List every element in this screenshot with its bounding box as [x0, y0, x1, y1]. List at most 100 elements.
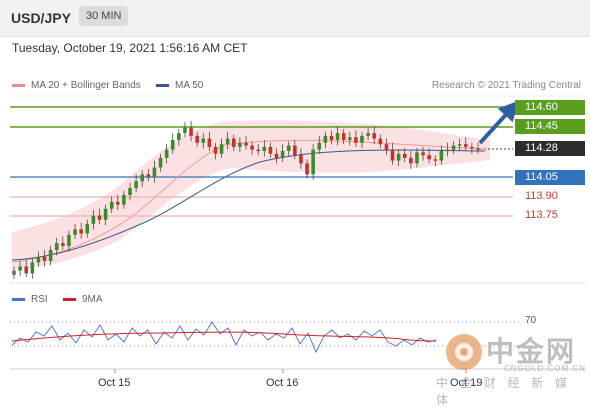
candle-body: [360, 135, 364, 143]
legend-rsi: RSI: [12, 294, 48, 305]
watermark-en: CNGOLD.COM.CN: [504, 364, 586, 373]
candle-body: [256, 149, 261, 152]
x-label-oct15: Oct 15: [98, 377, 131, 389]
x-label-oct16: Oct 16: [266, 377, 299, 389]
rsi-ma-line: [11, 331, 437, 342]
watermark-sub: 中 金 财 经 新 媒 体: [436, 376, 572, 407]
legend-rsi-label: RSI: [31, 294, 48, 305]
candle-body: [396, 153, 401, 161]
candle-body: [384, 144, 389, 150]
candle-body: [311, 149, 315, 175]
candle-body: [427, 155, 431, 160]
candle-body: [225, 138, 230, 145]
candle-body: [476, 148, 480, 150]
candle-body: [201, 138, 206, 143]
x-label-oct19: Oct 19: [450, 377, 483, 389]
legend-ma50-swatch: [156, 84, 169, 87]
candle-body: [189, 127, 193, 136]
candle-body: [372, 133, 377, 139]
level-tag-last: 114.28: [515, 141, 585, 156]
candle-body: [341, 133, 346, 140]
level-tag-s1: 113.90: [525, 190, 558, 202]
candle-body: [122, 195, 126, 205]
candle-body: [30, 262, 35, 274]
candle-body: [177, 133, 181, 140]
candle-body: [18, 266, 22, 271]
level-tag-s2: 113.75: [525, 209, 558, 221]
currency-pair: USD/JPY: [11, 10, 71, 26]
watermark-cn: 中金网: [486, 335, 577, 368]
candle-body: [280, 151, 285, 158]
bollinger-band: [12, 120, 490, 271]
candle-body: [293, 145, 297, 156]
legend-9ma-label: 9MA: [82, 294, 103, 305]
ma20-line: [11, 139, 486, 263]
candle-body: [219, 144, 224, 154]
candle-body: [329, 135, 334, 140]
level-tag-r1: 114.45: [515, 119, 585, 134]
candle-body: [390, 149, 395, 161]
level-tag-r2: 114.60: [515, 100, 585, 115]
timeframe-badge[interactable]: 30 MIN: [79, 6, 129, 26]
chart-header: USD/JPY 30 MIN: [0, 0, 590, 37]
forecast-arrow: [478, 100, 519, 145]
candle-body: [109, 201, 114, 209]
candle-body: [451, 145, 456, 150]
candles-group: [12, 120, 480, 279]
candle-body: [128, 188, 132, 195]
candle-body: [299, 155, 303, 164]
candle-body: [347, 137, 352, 140]
candle-body: [415, 152, 419, 164]
legend-9ma-swatch: [63, 298, 76, 301]
candle-body: [250, 145, 254, 150]
candle-body: [457, 144, 462, 146]
candle-body: [207, 138, 212, 147]
candle-body: [54, 243, 59, 250]
candle-body: [158, 157, 163, 168]
rsi-level-label: 70: [525, 315, 537, 326]
candle-body: [48, 250, 53, 261]
candle-body: [152, 167, 157, 178]
level-tag-pivot: 114.05: [515, 170, 585, 185]
candle-body: [170, 140, 175, 150]
chart-datetime: Tuesday, October 19, 2021 1:56:16 AM CET: [12, 41, 248, 55]
legend-bollinger-swatch: [12, 84, 25, 87]
legend-bollinger: MA 20 + Bollinger Bands: [12, 80, 141, 91]
candle-body: [244, 142, 248, 146]
candle-body: [378, 138, 383, 145]
candle-body: [103, 208, 108, 220]
candle-body: [85, 223, 90, 234]
candle-body: [12, 270, 16, 275]
candle-body: [402, 153, 407, 158]
candle-body: [439, 151, 444, 161]
candle-body: [195, 135, 199, 143]
candle-body: [36, 256, 41, 263]
legend-ma50: MA 50: [156, 80, 203, 91]
candle-body: [73, 229, 77, 235]
ma50-line: [11, 149, 486, 261]
candle-body: [42, 256, 47, 261]
candle-body: [274, 153, 279, 158]
candle-body: [409, 157, 413, 164]
candle-body: [286, 145, 291, 151]
candle-body: [115, 201, 120, 205]
candle-body: [238, 142, 242, 147]
candle-body: [79, 229, 83, 234]
candle-body: [323, 135, 328, 143]
candle-body: [335, 133, 340, 140]
watermark-logo-icon: [446, 334, 482, 370]
candle-body: [262, 146, 267, 151]
candle-body: [433, 159, 438, 161]
candle-body: [354, 137, 358, 143]
rsi-line: [11, 321, 437, 354]
candle-body: [97, 215, 102, 220]
candle-body: [305, 163, 309, 175]
legend-rsi-swatch: [12, 298, 25, 301]
candle-body: [268, 146, 273, 154]
candle-body: [61, 243, 65, 246]
legend-ma50-label: MA 50: [175, 80, 204, 91]
legend-bollinger-label: MA 20 + Bollinger Bands: [31, 80, 141, 91]
candle-body: [140, 174, 145, 182]
candle-body: [67, 234, 71, 246]
